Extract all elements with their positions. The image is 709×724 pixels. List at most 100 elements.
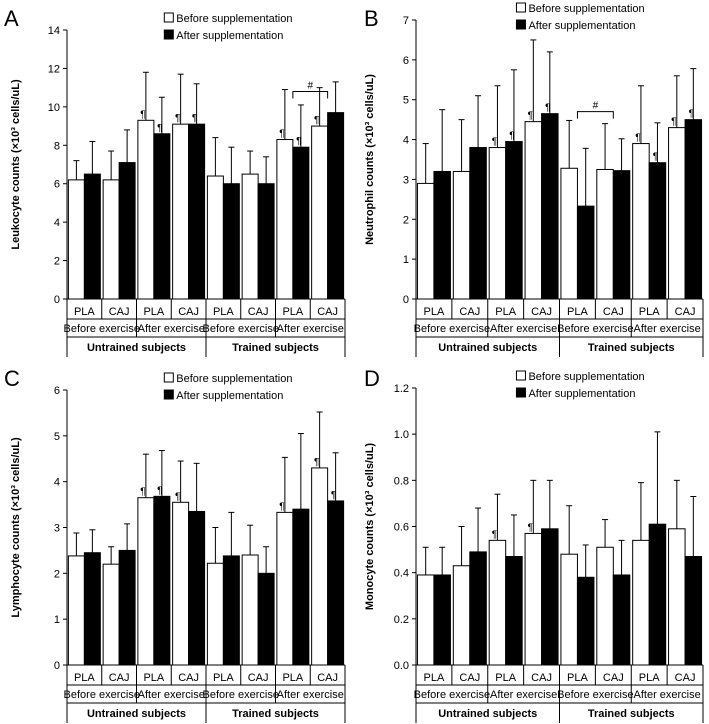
bar-before-1	[102, 179, 120, 300]
exercise-label: Before exercise	[203, 323, 279, 335]
bar-before-2	[488, 147, 507, 300]
bar-after-3	[541, 113, 559, 300]
bar-after-5	[257, 183, 275, 300]
exercise-label: After exercise	[138, 323, 205, 335]
legend-label-before: Before supplementation	[176, 373, 292, 385]
x-tick-label: CAJ	[248, 672, 269, 684]
y-tick-label: 8	[54, 140, 60, 152]
bar-after-2	[505, 556, 523, 666]
significance-mark: ¶	[192, 113, 197, 124]
significance-mark: ¶	[157, 485, 162, 496]
bar-after-6	[648, 162, 667, 300]
legend-label-before: Before supplementation	[528, 3, 644, 15]
x-tick-label: CAJ	[317, 306, 338, 318]
bar-after-3	[188, 123, 206, 300]
significance-mark: ¶	[175, 113, 180, 124]
significance-mark: ¶	[509, 131, 514, 142]
y-tick-label: 0	[54, 294, 60, 306]
y-tick-label: 1.0	[394, 429, 409, 441]
x-tick-label: PLA	[143, 306, 164, 318]
bar-before-1	[452, 170, 471, 300]
x-tick-label: CAJ	[178, 306, 199, 318]
significance-mark: ¶	[635, 133, 640, 144]
significance-label: #	[307, 80, 313, 91]
significance-mark: ¶	[279, 501, 284, 512]
bar-after-5	[612, 574, 631, 666]
legend-swatch-before	[515, 2, 526, 13]
bar-before-1	[102, 563, 120, 666]
y-tick-label: 5	[54, 431, 60, 443]
significance-mark: ¶	[296, 136, 301, 147]
bar-after-2	[153, 495, 171, 666]
panel-A: A 0 2 4 6 8 10 12 14 Leukocyte counts (×10³ cells…	[4, 6, 346, 357]
bar-before-5	[241, 173, 259, 300]
legend-label-before: Before supplementation	[528, 371, 644, 383]
y-tick-label: 6	[403, 55, 409, 67]
panel-B: B 0 1 2 3 4 5 6 7 Neutrophil counts (×10³ cells/u…	[364, 2, 704, 357]
bar-before-3	[172, 501, 190, 666]
x-tick-label: CAJ	[603, 672, 624, 684]
y-tick-label: 0.6	[394, 522, 409, 534]
subject-label: Trained subjects	[232, 708, 319, 720]
bar-after-5	[257, 572, 275, 666]
legend-swatch-after	[515, 19, 526, 30]
legend-swatch-after	[515, 387, 526, 398]
legend-swatch-before	[163, 12, 174, 23]
bar-after-0	[433, 170, 451, 300]
x-tick-label: PLA	[424, 672, 445, 684]
bar-after-7	[327, 112, 345, 300]
x-tick-label: PLA	[495, 672, 516, 684]
significance-mark: ¶	[492, 137, 497, 148]
significance-mark: ¶	[545, 103, 550, 114]
bar-before-6	[276, 139, 294, 300]
bar-before-3	[524, 532, 543, 666]
bar-before-1	[452, 565, 471, 666]
subject-label: Trained subjects	[588, 342, 675, 354]
y-tick-label: 3	[403, 174, 409, 186]
panel-letter: B	[364, 6, 379, 31]
x-tick-label: CAJ	[109, 306, 130, 318]
legend-label-after: After supplementation	[528, 20, 635, 32]
panel-letter: C	[4, 366, 20, 391]
x-tick-label: PLA	[143, 672, 164, 684]
subject-label: Untrained subjects	[438, 708, 537, 720]
y-tick-label: 0.2	[394, 614, 409, 626]
x-tick-label: PLA	[639, 306, 660, 318]
x-tick-label: PLA	[74, 306, 95, 318]
significance-mark: ¶	[314, 457, 319, 468]
y-tick-label: 6	[54, 179, 60, 191]
panel-letter: A	[4, 6, 19, 31]
y-tick-label: 12	[48, 63, 60, 75]
panel-D: D 0.0 0.2 0.4 0.6 0.8 1.0 1.2 Monocyte counts (×…	[364, 366, 704, 723]
bar-before-2	[137, 119, 155, 300]
subject-label: Untrained subjects	[87, 342, 186, 354]
bar-before-7	[668, 528, 686, 666]
x-tick-label: CAJ	[675, 672, 696, 684]
significance-mark: ¶	[671, 117, 676, 128]
bar-before-7	[668, 127, 686, 300]
bar-before-6	[276, 511, 294, 666]
x-tick-label: CAJ	[531, 672, 552, 684]
bar-after-1	[469, 147, 487, 300]
x-tick-label: PLA	[567, 306, 588, 318]
x-tick-label: PLA	[567, 672, 588, 684]
significance-mark: ¶	[492, 529, 497, 540]
exercise-label: After exercise	[277, 323, 344, 335]
exercise-label: After exercise	[490, 323, 557, 335]
y-tick-label: 0	[403, 294, 409, 306]
significance-bracket	[292, 90, 329, 99]
exercise-label: Before exercise	[557, 323, 633, 335]
bar-before-0	[67, 555, 85, 666]
significance-label: #	[593, 101, 599, 112]
significance-bracket	[576, 111, 614, 119]
x-tick-label: PLA	[282, 306, 303, 318]
bar-after-2	[505, 141, 523, 300]
bar-after-5	[612, 170, 631, 300]
y-tick-label: 0	[54, 660, 60, 672]
significance-mark: ¶	[279, 129, 284, 140]
bar-before-6	[632, 539, 650, 666]
x-tick-label: PLA	[74, 672, 95, 684]
bar-after-4	[222, 555, 240, 666]
y-tick-label: 0.4	[394, 568, 409, 580]
bar-after-6	[292, 146, 310, 300]
